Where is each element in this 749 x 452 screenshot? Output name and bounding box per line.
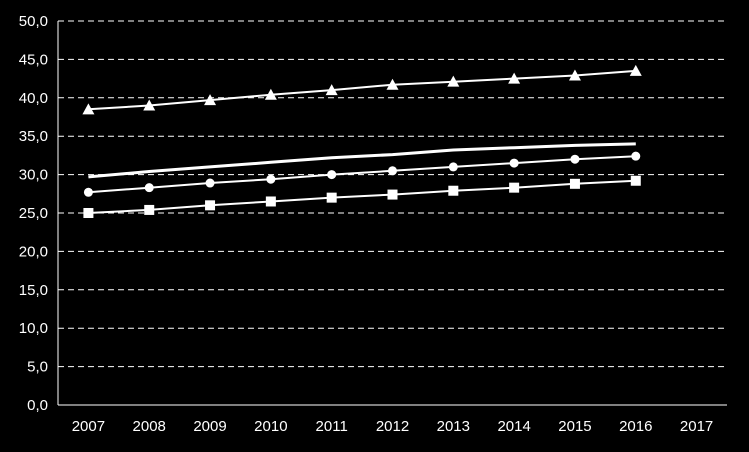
square-marker xyxy=(265,196,276,207)
circle-marker xyxy=(448,162,458,172)
square-marker xyxy=(448,185,459,196)
x-tick-label: 2015 xyxy=(558,418,591,435)
x-tick-label: 2017 xyxy=(680,418,713,435)
series-line xyxy=(88,142,636,179)
y-tick-label: 10,0 xyxy=(19,320,48,337)
circle-marker xyxy=(388,166,397,176)
y-tick-label: 20,0 xyxy=(19,243,48,260)
y-tick-label: 35,0 xyxy=(19,128,48,145)
x-tick-label: 2011 xyxy=(316,418,348,435)
triangle-marker xyxy=(508,72,521,84)
circle-marker xyxy=(327,170,337,180)
square-marker xyxy=(630,175,641,186)
x-tick-label: 2007 xyxy=(72,418,105,435)
x-tick-label: 2012 xyxy=(376,418,409,435)
series-line xyxy=(88,69,636,111)
triangle-marker xyxy=(204,94,217,106)
y-tick-label: 0,0 xyxy=(27,397,48,414)
circle-marker xyxy=(631,151,641,161)
y-tick-label: 40,0 xyxy=(19,90,48,107)
triangle-marker xyxy=(629,64,642,76)
triangle-marker xyxy=(264,88,277,100)
series-3 xyxy=(83,151,641,197)
square-marker xyxy=(205,200,216,211)
triangle-marker xyxy=(325,84,338,96)
x-tick-label: 2016 xyxy=(619,418,652,435)
square-marker xyxy=(509,182,520,193)
series-4 xyxy=(83,175,641,218)
gridlines xyxy=(58,20,727,368)
series-line xyxy=(88,155,636,194)
triangle-marker xyxy=(82,103,95,115)
triangle-marker xyxy=(568,69,581,81)
square-marker xyxy=(144,204,155,215)
x-tick-label: 2014 xyxy=(497,418,530,435)
series-group xyxy=(82,64,642,218)
square-marker xyxy=(326,192,337,203)
triangle-marker xyxy=(447,75,460,87)
circle-marker xyxy=(83,187,93,197)
y-tick-label: 25,0 xyxy=(19,205,48,222)
series-1 xyxy=(82,64,642,115)
y-tick-label: 50,0 xyxy=(19,13,48,30)
triangle-marker xyxy=(386,78,399,90)
triangle-marker xyxy=(143,99,156,111)
y-tick-label: 15,0 xyxy=(19,282,48,299)
series-2 xyxy=(88,142,636,179)
circle-marker xyxy=(205,178,215,188)
axes xyxy=(57,21,727,406)
y-tick-label: 45,0 xyxy=(19,51,48,68)
circle-marker xyxy=(570,154,580,164)
series-line xyxy=(88,179,636,214)
y-tick-label: 30,0 xyxy=(19,167,48,184)
square-marker xyxy=(387,189,398,200)
circle-marker xyxy=(266,174,276,184)
y-axis-tick-labels: 0,0 5,0 10,0 15,0 20,0 25,0 30,0 35,0 40,0 45,0 50… xyxy=(19,13,48,414)
square-marker xyxy=(569,178,580,189)
x-tick-label: 2008 xyxy=(133,418,166,435)
circle-marker xyxy=(509,158,519,168)
x-tick-label: 2010 xyxy=(254,418,287,435)
x-tick-label: 2013 xyxy=(437,418,470,435)
y-tick-label: 5,0 xyxy=(27,359,48,376)
x-tick-label: 2009 xyxy=(193,418,226,435)
circle-marker xyxy=(144,183,154,193)
x-axis-tick-labels: 2007 2008 2009 2010 2011 2012 2013 2014 2015 2016… xyxy=(72,418,714,435)
square-marker xyxy=(83,208,94,218)
